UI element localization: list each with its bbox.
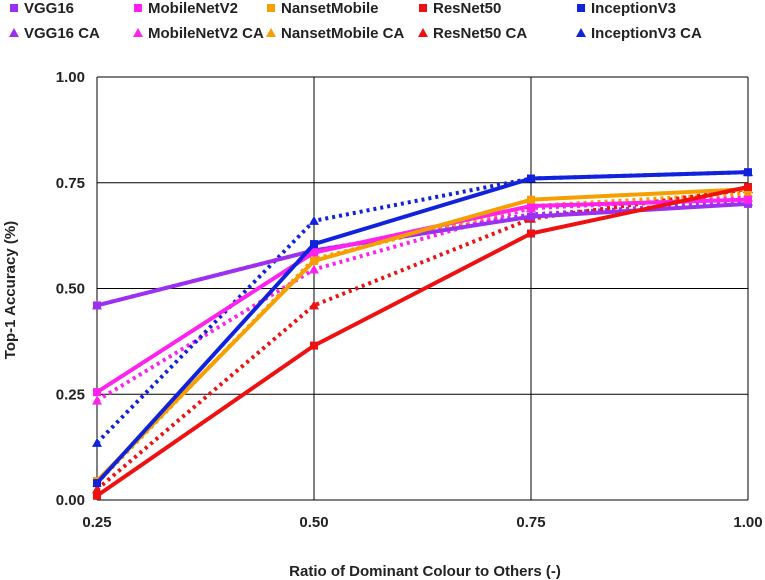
legend-marker-resnet50 (419, 4, 427, 12)
legend-label: MobileNetV2 (148, 0, 238, 17)
data-point-resnet50 (93, 491, 101, 500)
legend-label: InceptionV3 CA (591, 25, 702, 42)
x-tick-label: 1.00 (733, 514, 762, 531)
x-axis-title: Ratio of Dominant Colour to Others (-) (289, 563, 561, 580)
legend-label: NansetMobile (281, 0, 379, 17)
series-line-resnet50 (95, 185, 749, 498)
legend-item-mobilenetv2: MobileNetV2 (134, 0, 238, 17)
series-line-resnet50-ca (95, 187, 749, 491)
y-tick-label: 1.00 (56, 69, 85, 86)
series-line-mobilenetv2-ca (95, 195, 749, 403)
legend-item-inceptionv3: InceptionV3 (577, 0, 676, 17)
data-point-inceptionv3-ca (92, 437, 102, 447)
series-vgg16 (93, 199, 752, 310)
y-tick-label: 0.75 (56, 175, 85, 192)
legend-label: NansetMobile CA (281, 25, 405, 42)
y-axis-title: Top-1 Accuracy (%) (2, 221, 19, 359)
series-mobilenetv2 (93, 195, 752, 397)
data-point-mobilenetv2 (93, 388, 101, 397)
legend-marker-inceptionv3 (577, 4, 585, 12)
data-point-vgg16 (527, 212, 535, 221)
data-point-mobilenetv2 (310, 248, 318, 257)
x-tick-label: 0.50 (299, 514, 328, 531)
data-point-mobilenetv2 (527, 202, 535, 211)
legend: VGG16 MobileNetV2 NansetMobile ResNet50 Ince… (9, 0, 702, 42)
legend-marker-nansetmobile-ca (266, 28, 276, 37)
legend-item-vgg16: VGG16 (10, 0, 74, 17)
data-point-inceptionv3 (744, 168, 752, 177)
series-layer (92, 167, 753, 500)
series-nansetmobile (93, 185, 752, 485)
legend-label: MobileNetV2 CA (148, 25, 264, 42)
legend-marker-resnet50-ca (418, 28, 428, 37)
series-line-nansetmobile (95, 187, 749, 483)
legend-label: ResNet50 CA (433, 25, 527, 42)
axis-ticks: 0.00 0.25 0.50 0.75 1.00 0.25 0.50 0.75 1.00 (56, 69, 763, 531)
y-tick-label: 0.25 (56, 386, 85, 403)
legend-item-resnet50-ca: ResNet50 CA (418, 25, 527, 42)
legend-marker-mobilenetv2 (134, 4, 142, 12)
series-line-inceptionv3 (95, 170, 749, 485)
data-point-resnet50 (744, 182, 752, 191)
legend-item-mobilenetv2-ca: MobileNetV2 CA (133, 25, 264, 42)
data-point-vgg16 (744, 199, 752, 208)
y-tick-label: 0.50 (56, 281, 85, 298)
series-vgg16-ca (92, 196, 753, 310)
data-point-inceptionv3-ca (309, 215, 319, 225)
legend-marker-nansetmobile (267, 4, 275, 12)
data-point-inceptionv3 (527, 174, 535, 183)
series-line-inceptionv3-ca (95, 170, 749, 445)
data-point-nansetmobile (310, 257, 318, 266)
series-mobilenetv2-ca (92, 192, 753, 405)
data-point-mobilenetv2-ca (92, 395, 102, 405)
series-resnet50 (93, 182, 752, 500)
data-point-mobilenetv2 (744, 195, 752, 204)
legend-item-resnet50: ResNet50 (419, 0, 501, 17)
legend-marker-inceptionv3-ca (576, 28, 586, 37)
legend-item-nansetmobile-ca: NansetMobile CA (266, 25, 405, 42)
series-inceptionv3 (93, 168, 752, 488)
x-tick-label: 0.25 (82, 514, 111, 531)
x-tick-label: 0.75 (516, 514, 545, 531)
legend-item-nansetmobile: NansetMobile (267, 0, 379, 17)
legend-item-vgg16-ca: VGG16 CA (9, 25, 100, 42)
legend-label: InceptionV3 (591, 0, 676, 17)
data-point-resnet50-ca (92, 484, 102, 494)
data-point-mobilenetv2-ca (309, 264, 319, 274)
legend-label: VGG16 (24, 0, 74, 17)
data-point-nansetmobile (527, 195, 535, 204)
legend-marker-vgg16-ca (9, 28, 19, 37)
legend-marker-vgg16 (10, 4, 18, 12)
data-point-inceptionv3 (310, 240, 318, 249)
data-point-resnet50 (527, 229, 535, 238)
data-point-resnet50-ca (309, 300, 319, 310)
data-point-inceptionv3 (93, 479, 101, 488)
legend-label: ResNet50 (433, 0, 501, 17)
data-point-vgg16 (93, 301, 101, 310)
legend-item-inceptionv3-ca: InceptionV3 CA (576, 25, 702, 42)
y-tick-label: 0.00 (56, 492, 85, 509)
legend-label: VGG16 CA (24, 25, 100, 42)
data-point-resnet50 (310, 341, 318, 350)
legend-marker-mobilenetv2-ca (133, 28, 143, 37)
